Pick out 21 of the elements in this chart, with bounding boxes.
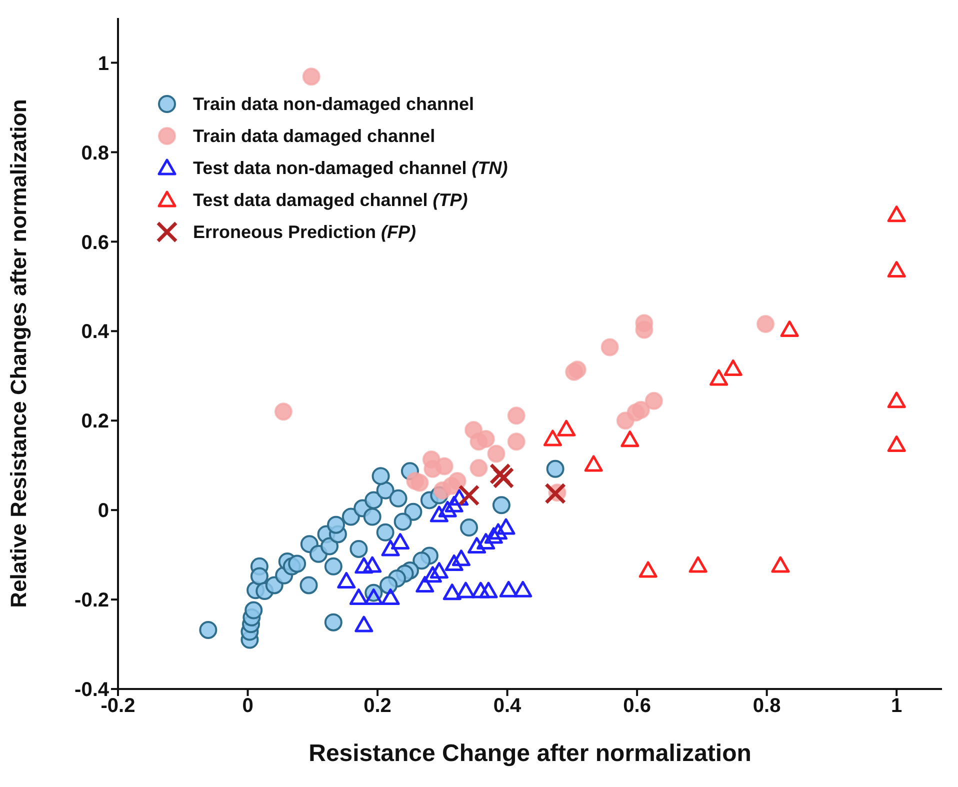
y-tick-label: 0 xyxy=(98,500,109,522)
legend-label: Train data non-damaged channel xyxy=(193,94,474,114)
y-tick-label: -0.2 xyxy=(74,590,109,612)
y-tick-label: 0.4 xyxy=(81,321,110,344)
x-tick-label: 1 xyxy=(891,695,902,718)
x-tick-label: 0.6 xyxy=(623,695,651,718)
y-axis-title: Relative Resistance Changes after normalization xyxy=(6,99,31,608)
x-axis-title: Resistance Change after normalization xyxy=(308,740,752,767)
y-tick-label: -0.4 xyxy=(74,679,110,702)
y-tick-label: 1 xyxy=(98,52,109,75)
x-tick-label: 0.4 xyxy=(493,695,522,718)
legend-label: Test data non-damaged channel (TN) xyxy=(193,158,508,178)
legend-label: Test data damaged channel (TP) xyxy=(193,190,468,210)
legend-label: Erroneous Prediction (FP) xyxy=(193,222,416,242)
legend-label: Train data damaged channel xyxy=(193,126,436,146)
y-tick-label: 0.2 xyxy=(81,410,109,433)
x-tick-label: 0.8 xyxy=(752,695,781,718)
x-tick-label: 0 xyxy=(242,695,254,718)
y-tick-label: 0.8 xyxy=(81,142,109,164)
x-tick-label: 0.2 xyxy=(364,695,392,718)
y-tick-label: 0.6 xyxy=(81,232,109,254)
